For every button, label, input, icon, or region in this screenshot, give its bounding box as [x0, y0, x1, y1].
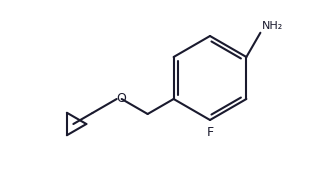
Text: F: F [206, 126, 214, 139]
Text: O: O [117, 93, 127, 105]
Text: NH₂: NH₂ [262, 21, 284, 31]
